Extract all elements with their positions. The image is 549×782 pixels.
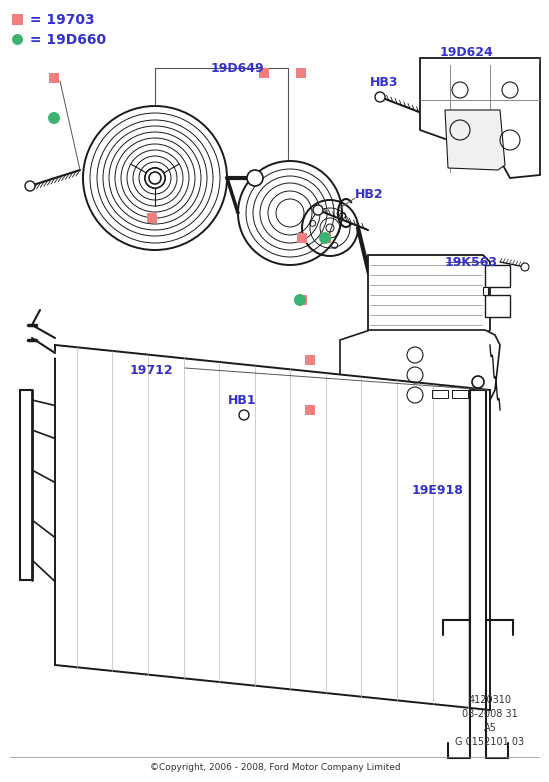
Circle shape [12,34,23,45]
Circle shape [319,232,331,244]
Text: = 19703: = 19703 [25,13,94,27]
Text: HB3: HB3 [370,76,399,88]
Bar [321,233,331,243]
Bar [305,405,315,415]
Polygon shape [55,345,490,710]
Text: 19712: 19712 [130,364,173,376]
Text: 19K563: 19K563 [445,256,498,268]
Text: HB1: HB1 [228,393,256,407]
Text: ©Copyright, 2006 - 2008, Ford Motor Company Limited: ©Copyright, 2006 - 2008, Ford Motor Comp… [150,763,400,773]
Bar [12,14,23,25]
Bar [49,73,59,83]
Text: HB2: HB2 [355,188,384,202]
Circle shape [145,168,165,188]
Circle shape [149,172,161,184]
Bar [485,295,510,317]
Bar [483,287,488,295]
Bar [305,355,315,365]
Text: A5: A5 [484,723,496,733]
Polygon shape [445,110,505,170]
Circle shape [375,92,385,102]
Text: 19D624: 19D624 [440,45,494,59]
Circle shape [145,168,165,188]
Bar [452,390,468,398]
Text: G 0152101 03: G 0152101 03 [456,737,524,747]
Circle shape [25,181,35,191]
Bar [296,68,306,78]
Circle shape [48,112,60,124]
Text: = 19D660: = 19D660 [25,33,106,46]
Circle shape [145,168,165,188]
Text: 19D649: 19D649 [211,62,265,74]
Text: 19E918: 19E918 [412,483,464,497]
Circle shape [521,263,529,271]
Circle shape [472,376,484,388]
Bar [297,233,307,243]
Polygon shape [368,255,490,338]
Bar [485,265,510,287]
Circle shape [313,205,323,215]
Bar [432,390,448,398]
Bar [297,295,307,305]
Bar [147,213,157,223]
Bar [259,68,269,78]
Circle shape [247,170,263,186]
Text: 4120310: 4120310 [468,695,512,705]
Polygon shape [340,330,500,435]
Text: 08-2008 31: 08-2008 31 [462,709,518,719]
Circle shape [239,410,249,420]
Polygon shape [420,58,540,178]
Circle shape [294,294,306,306]
